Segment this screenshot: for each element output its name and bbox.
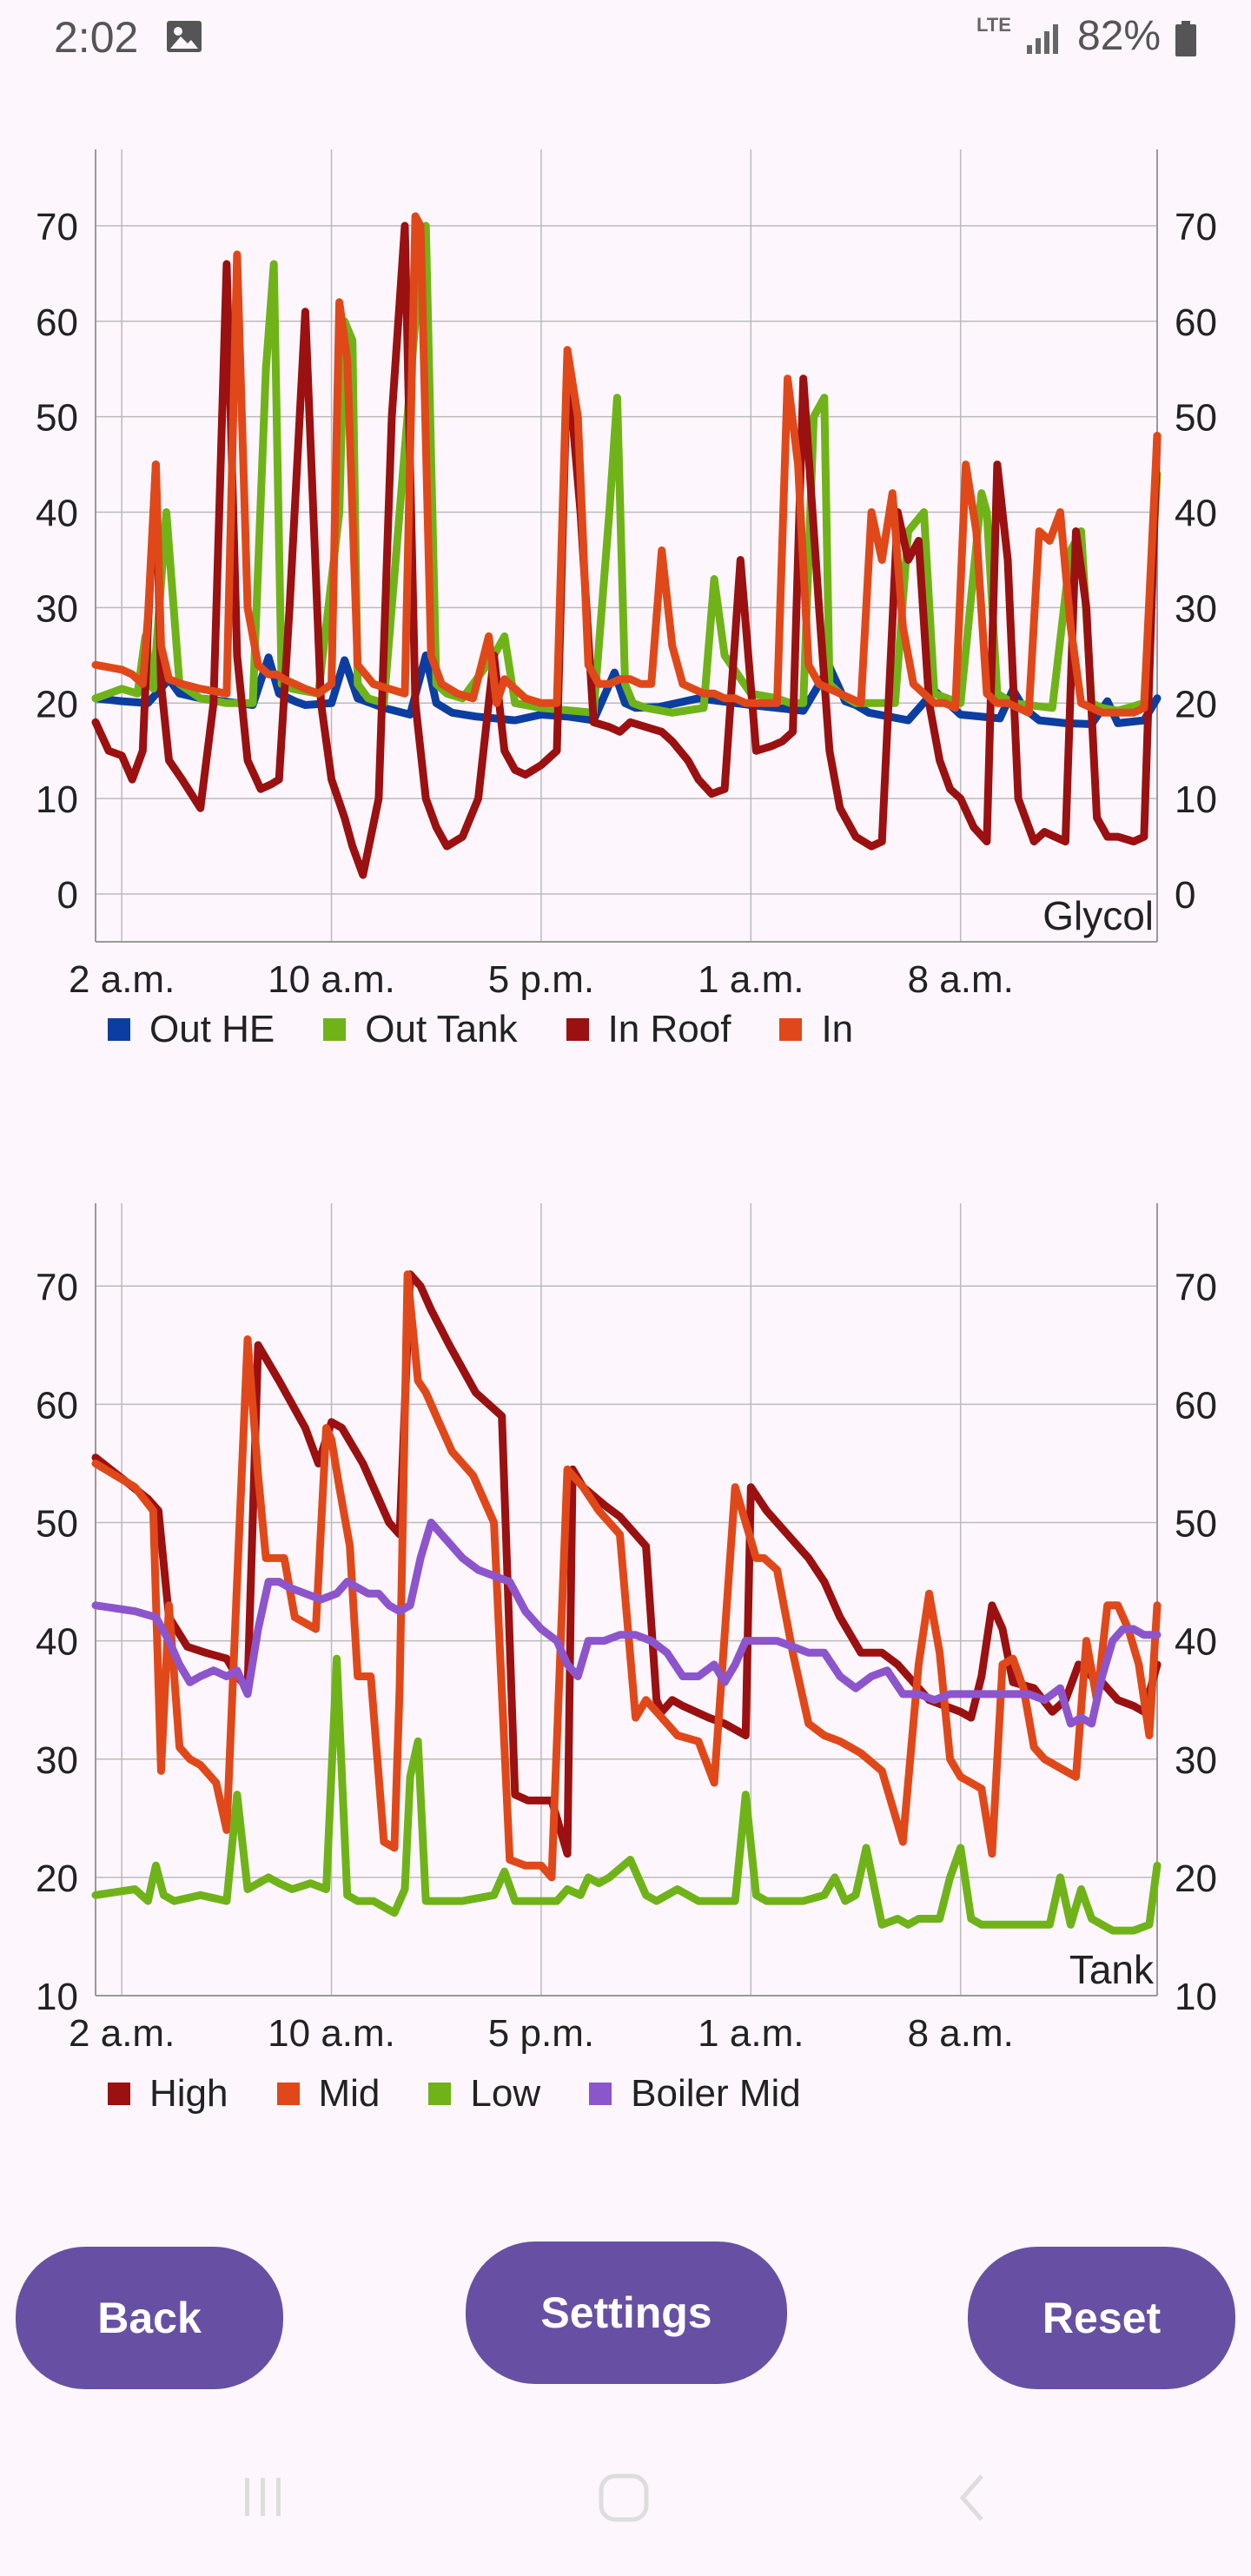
x-tick-label: 8 a.m. xyxy=(908,958,1014,1001)
y-tick-label-left: 60 xyxy=(36,301,78,344)
legend-item: Low xyxy=(428,2072,540,2116)
y-tick-label-right: 30 xyxy=(1175,587,1217,630)
legend-item: Boiler Mid xyxy=(589,2072,801,2116)
y-tick-label-right: 60 xyxy=(1175,301,1217,344)
y-tick-label-left: 10 xyxy=(36,1976,78,2018)
series-line-in-roof xyxy=(91,222,1162,879)
y-tick-label-right: 50 xyxy=(1175,397,1217,440)
y-tick-label-right: 30 xyxy=(1175,1739,1217,1782)
series-line-mid xyxy=(91,1270,1162,1882)
legend-label: Out HE xyxy=(149,1008,275,1050)
x-tick-label: 10 a.m. xyxy=(268,958,395,1001)
x-tick-label: 10 a.m. xyxy=(268,2012,395,2055)
y-tick-label-right: 40 xyxy=(1175,493,1217,535)
back-nav-icon[interactable] xyxy=(959,2474,983,2521)
y-tick-label-left: 50 xyxy=(36,1503,78,1546)
x-tick-label: 5 p.m. xyxy=(488,2012,594,2055)
y-tick-label-right: 20 xyxy=(1175,683,1217,725)
x-tick-label: 8 a.m. xyxy=(908,2012,1014,2055)
legend-label: Out Tank xyxy=(365,1008,518,1050)
legend-swatch xyxy=(428,2083,452,2105)
legend-item: Mid xyxy=(276,2072,381,2116)
y-tick-label-right: 70 xyxy=(1175,1266,1217,1308)
tank-chart-plot: 10 10 20 20 30 30 40 40 50 50 60 60 70 70 2 a.m. 10 a.m… xyxy=(36,1203,1217,2055)
legend-item: In xyxy=(779,1008,853,1051)
status-bar: 2:02 LTE 82% xyxy=(0,0,1251,78)
y-tick-label-left: 20 xyxy=(36,1858,78,1900)
glycol-chart: 0 0 10 10 20 20 30 30 40 40 50 50 60 60 70 70 2 a.m. 10 a… xyxy=(0,139,1251,1050)
legend-item: Out Tank xyxy=(323,1008,518,1051)
tank-chart-legend: High Mid Low Boiler Mid xyxy=(108,2072,850,2116)
y-tick-label-right: 0 xyxy=(1175,874,1195,917)
legend-label: In Roof xyxy=(607,1008,731,1050)
y-tick-label-right: 60 xyxy=(1175,1384,1217,1427)
battery-percentage: 82% xyxy=(1077,13,1162,59)
legend-swatch xyxy=(589,2083,612,2105)
y-tick-label-left: 10 xyxy=(36,778,78,821)
y-tick-label-right: 20 xyxy=(1175,1858,1217,1900)
y-tick-label-left: 60 xyxy=(36,1384,78,1427)
series-line-out-tank xyxy=(91,222,1162,717)
y-tick-label-left: 40 xyxy=(36,1621,78,1664)
legend-item: In Roof xyxy=(566,1008,731,1051)
legend-item: High xyxy=(108,2072,228,2116)
x-tick-label: 1 a.m. xyxy=(698,2012,804,2055)
y-tick-label-right: 50 xyxy=(1175,1503,1217,1546)
series-line-in xyxy=(91,212,1162,717)
legend-swatch xyxy=(108,1018,130,1041)
legend-swatch xyxy=(276,2083,300,2105)
legend-label: Low xyxy=(470,2072,541,2115)
x-tick-label: 1 a.m. xyxy=(698,958,804,1001)
recent-apps-icon[interactable] xyxy=(245,2478,281,2516)
gallery-icon xyxy=(167,21,202,52)
y-tick-label-left: 40 xyxy=(36,493,78,535)
legend-swatch xyxy=(108,2083,130,2105)
chart-corner-label: Glycol xyxy=(1042,893,1154,938)
chart-corner-label: Tank xyxy=(1069,1947,1155,1992)
glycol-chart-plot: 0 0 10 10 20 20 30 30 40 40 50 50 60 60 70 70 2 a.m. 10 a… xyxy=(36,149,1217,1001)
x-tick-label: 5 p.m. xyxy=(488,958,594,1001)
legend-item: Out HE xyxy=(108,1008,275,1051)
reset-button[interactable]: Reset xyxy=(968,2247,1235,2389)
legend-label: In xyxy=(821,1008,854,1050)
legend-swatch xyxy=(779,1018,803,1041)
network-type-label: LTE xyxy=(976,14,1011,36)
y-tick-label-left: 20 xyxy=(36,683,78,725)
signal-strength-icon xyxy=(1027,24,1058,54)
battery-icon xyxy=(1175,21,1196,56)
y-tick-label-right: 70 xyxy=(1175,206,1217,248)
y-tick-label-right: 10 xyxy=(1175,778,1217,821)
status-time: 2:02 xyxy=(54,13,139,62)
x-tick-label: 2 a.m. xyxy=(69,958,175,1001)
nav-bar-icons xyxy=(245,2473,983,2522)
y-tick-label-left: 50 xyxy=(36,397,78,440)
series-line-low xyxy=(91,1654,1162,1935)
y-tick-label-left: 70 xyxy=(36,206,78,248)
legend-swatch xyxy=(323,1018,347,1041)
system-nav-bar xyxy=(0,2450,1251,2572)
y-tick-label-left: 30 xyxy=(36,587,78,630)
y-tick-label-left: 70 xyxy=(36,1266,78,1308)
legend-label: High xyxy=(149,2072,228,2115)
settings-button[interactable]: Settings xyxy=(466,2242,787,2384)
back-button[interactable]: Back xyxy=(16,2247,283,2389)
legend-label: Boiler Mid xyxy=(631,2072,801,2115)
y-tick-label-right: 40 xyxy=(1175,1621,1217,1664)
legend-swatch xyxy=(566,1018,589,1041)
tank-chart: 10 10 20 20 30 30 40 40 50 50 60 60 70 70 2 a.m. 10 a.m… xyxy=(0,1203,1251,2115)
series-line-boiler-mid xyxy=(91,1519,1162,1728)
legend-label: Mid xyxy=(318,2072,381,2115)
y-tick-label-right: 10 xyxy=(1175,1976,1217,2018)
glycol-chart-legend: Out HE Out Tank In Roof In xyxy=(108,1008,902,1051)
x-tick-label: 2 a.m. xyxy=(69,2012,175,2055)
y-tick-label-left: 30 xyxy=(36,1739,78,1782)
home-icon[interactable] xyxy=(599,2473,649,2522)
y-tick-label-left: 0 xyxy=(57,874,78,917)
